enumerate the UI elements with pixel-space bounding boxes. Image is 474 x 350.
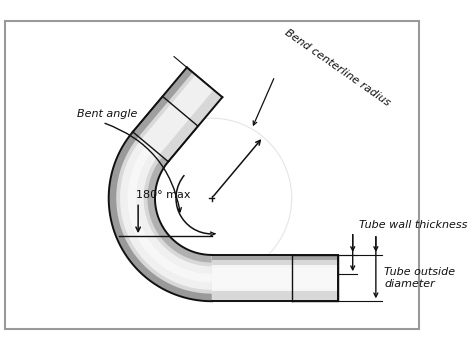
Text: Bent angle: Bent angle bbox=[77, 109, 137, 119]
Polygon shape bbox=[133, 68, 222, 162]
Polygon shape bbox=[174, 57, 222, 97]
Text: Tube wall thickness: Tube wall thickness bbox=[359, 220, 467, 230]
Polygon shape bbox=[212, 255, 338, 260]
Polygon shape bbox=[128, 144, 212, 282]
Polygon shape bbox=[147, 157, 212, 262]
Polygon shape bbox=[212, 255, 338, 301]
Text: Bend centerline radius: Bend centerline radius bbox=[283, 27, 392, 108]
Polygon shape bbox=[212, 267, 338, 289]
Polygon shape bbox=[133, 68, 193, 137]
FancyBboxPatch shape bbox=[5, 21, 419, 329]
Polygon shape bbox=[179, 61, 222, 97]
Polygon shape bbox=[109, 132, 212, 301]
Polygon shape bbox=[109, 132, 212, 301]
Polygon shape bbox=[212, 265, 338, 291]
Text: 180° max: 180° max bbox=[136, 190, 191, 200]
Text: Tube outside
diameter: Tube outside diameter bbox=[384, 267, 456, 289]
Polygon shape bbox=[120, 139, 212, 290]
Polygon shape bbox=[142, 75, 214, 154]
